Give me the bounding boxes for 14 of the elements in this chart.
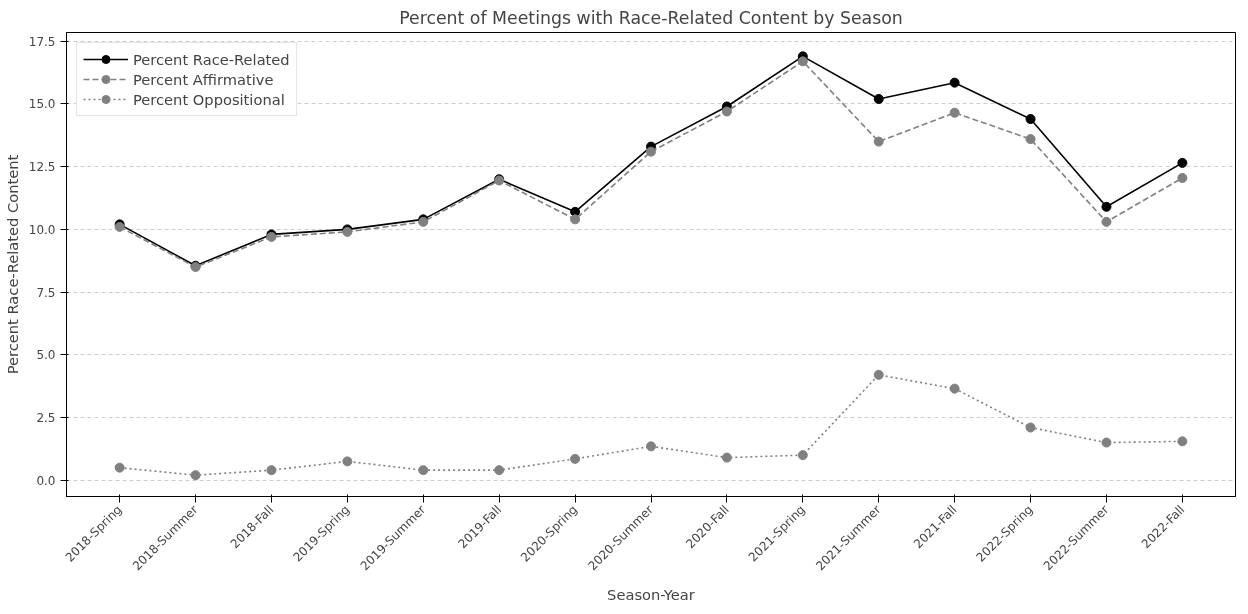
y-tick-label: 0.0 — [36, 473, 56, 488]
legend-label: Percent Oppositional — [133, 90, 285, 108]
y-tick-label: 17.5 — [28, 34, 56, 49]
y-tick-label: 7.5 — [36, 285, 56, 300]
chart-title: Percent of Meetings with Race-Related Content by Season — [399, 7, 903, 28]
y-tick-label: 10.0 — [28, 222, 56, 237]
y-tick-label: 2.5 — [36, 410, 56, 425]
legend-label: Percent Race-Related — [133, 50, 290, 68]
legend-label: Percent Affirmative — [133, 70, 274, 88]
y-tick-label: 12.5 — [28, 160, 56, 175]
y-axis-title: Percent Race-Related Content — [3, 154, 21, 375]
y-tick-label: 15.0 — [28, 97, 56, 112]
y-tick-label: 5.0 — [36, 348, 56, 363]
x-axis-title: Season-Year — [607, 586, 696, 604]
